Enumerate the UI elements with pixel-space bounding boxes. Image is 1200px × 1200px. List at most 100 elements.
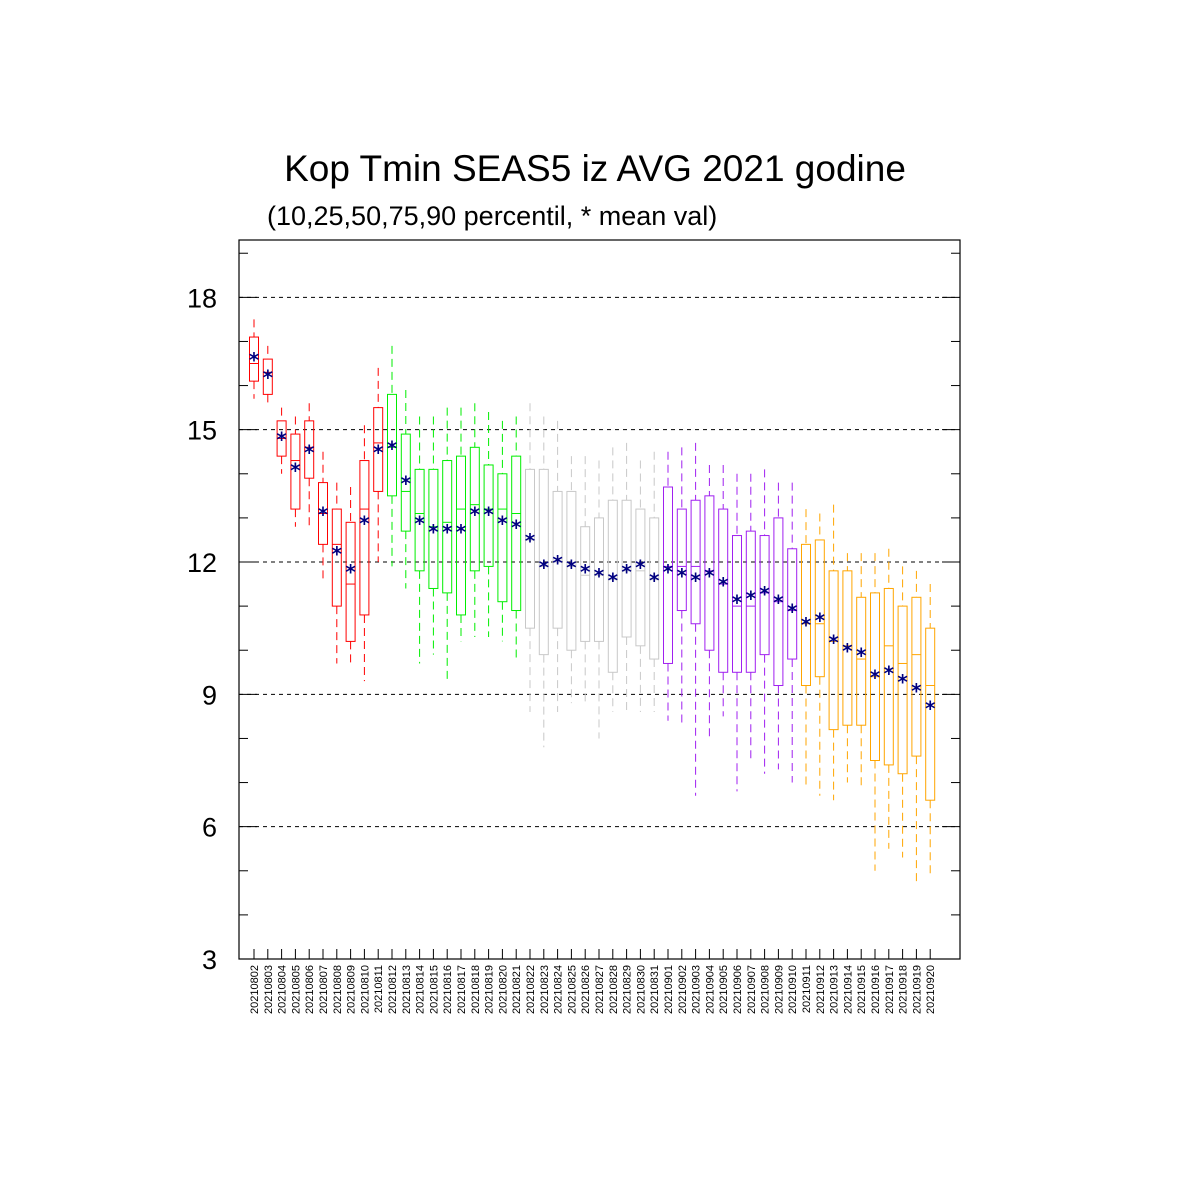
box-20210803 — [262, 345, 273, 404]
iqr-box — [442, 460, 453, 594]
iqr-box — [911, 596, 922, 757]
mean-marker: * — [318, 502, 329, 526]
x-tick-label: 20210904 — [704, 965, 716, 1014]
x-tick-label: 20210905 — [718, 965, 730, 1014]
iqr-box — [621, 499, 632, 638]
box-20210828 — [607, 447, 618, 712]
mean-marker: * — [815, 608, 826, 632]
iqr-box — [759, 535, 770, 656]
box-20210918 — [897, 566, 908, 858]
iqr-box — [497, 473, 508, 603]
mean-marker: * — [773, 591, 784, 615]
mean-marker: * — [401, 472, 412, 496]
x-tick-label: 20210919 — [911, 965, 923, 1014]
box-20210820 — [497, 420, 508, 642]
mean-marker: * — [580, 560, 591, 584]
iqr-box — [745, 530, 756, 673]
mean-marker: * — [263, 366, 274, 390]
iqr-box — [456, 455, 466, 616]
box-20210806 — [304, 403, 315, 527]
box-20210819 — [483, 412, 494, 637]
mean-marker: * — [787, 600, 798, 624]
x-tick-label: 20210831 — [649, 965, 661, 1014]
x-tick-label: 20210911 — [801, 965, 813, 1013]
x-tick-label: 20210806 — [304, 965, 316, 1014]
x-tick-label: 20210822 — [525, 965, 537, 1014]
box-20210904 — [704, 464, 715, 739]
x-tick-label: 20210813 — [401, 965, 413, 1014]
iqr-box — [594, 517, 604, 642]
x-tick-label: 20210812 — [387, 965, 399, 1014]
y-tick-label: 3 — [202, 945, 217, 975]
mean-marker: * — [759, 582, 770, 606]
x-tick-label: 20210908 — [760, 965, 772, 1014]
mean-marker: * — [677, 564, 688, 588]
x-tick-label: 20210809 — [346, 965, 358, 1014]
box-20210902 — [676, 447, 687, 726]
y-axis-ticks: 3 6 9 12 15 18 — [187, 252, 960, 975]
box-20210818 — [469, 403, 480, 637]
x-tick-label: 20210906 — [732, 965, 744, 1014]
mean-marker: * — [483, 502, 494, 526]
box-20210804 — [276, 407, 287, 474]
box-20210909 — [773, 482, 784, 770]
mean-marker: * — [828, 630, 839, 654]
iqr-box — [359, 460, 370, 616]
box-20210919 — [911, 570, 922, 885]
mean-marker: * — [884, 661, 895, 685]
x-tick-label: 20210821 — [511, 965, 523, 1014]
box-20210802 — [249, 319, 259, 399]
iqr-box — [925, 627, 936, 801]
box-20210808 — [331, 482, 342, 664]
x-tick-label: 20210918 — [898, 965, 910, 1014]
iqr-box — [249, 336, 259, 382]
x-tick-label: 20210914 — [842, 965, 854, 1014]
iqr-box — [373, 407, 384, 492]
box-20210912 — [814, 513, 825, 796]
x-tick-label: 20210802 — [249, 965, 261, 1014]
box-20210807 — [318, 451, 328, 580]
iqr-box — [607, 499, 618, 673]
iqr-box — [331, 508, 342, 607]
x-tick-label: 20210824 — [553, 965, 565, 1014]
mean-marker: * — [690, 569, 701, 593]
mean-marker: * — [304, 441, 315, 465]
mean-marker: * — [911, 679, 922, 703]
boxes — [249, 319, 936, 885]
box-20210810 — [359, 425, 370, 682]
mean-marker: * — [732, 591, 743, 615]
mean-markers: ********** *** * * ** * * *** * * * * * * ** * * * * ** * * * *… — [249, 348, 936, 720]
x-tick-label: 20210803 — [263, 965, 275, 1014]
x-tick-label: 20210815 — [428, 965, 440, 1014]
mean-marker: * — [552, 551, 563, 575]
mean-marker: * — [249, 348, 260, 372]
mean-marker: * — [359, 511, 370, 535]
box-20210822 — [525, 403, 535, 712]
x-tick-label: 20210805 — [290, 965, 302, 1014]
box-20210823 — [538, 416, 549, 748]
x-tick-label: 20210829 — [622, 965, 634, 1014]
iqr-box — [511, 455, 522, 612]
mean-marker: * — [276, 427, 287, 451]
box-20210805 — [290, 416, 301, 527]
mean-marker: * — [801, 613, 812, 637]
mean-marker: * — [470, 502, 481, 526]
y-tick-label: 6 — [202, 813, 217, 843]
x-tick-label: 20210820 — [497, 965, 509, 1014]
iqr-box — [552, 490, 563, 629]
mean-marker: * — [373, 441, 384, 465]
x-tick-label: 20210901 — [663, 965, 675, 1014]
mean-marker: * — [456, 520, 467, 544]
box-20210920 — [925, 584, 936, 876]
box-20210911 — [801, 509, 811, 787]
x-tick-label: 20210913 — [829, 965, 841, 1014]
x-tick-label: 20210826 — [580, 965, 592, 1014]
x-axis-ticks: 20210802 20210803 20210804 20210805 20210806… — [249, 949, 937, 1014]
x-tick-label: 20210817 — [456, 965, 468, 1014]
iqr-box — [883, 587, 894, 766]
iqr-box — [828, 570, 839, 731]
mean-marker: * — [704, 564, 715, 588]
box-20210811 — [373, 367, 384, 563]
box-20210906 — [732, 473, 742, 792]
mean-marker: * — [870, 666, 881, 690]
